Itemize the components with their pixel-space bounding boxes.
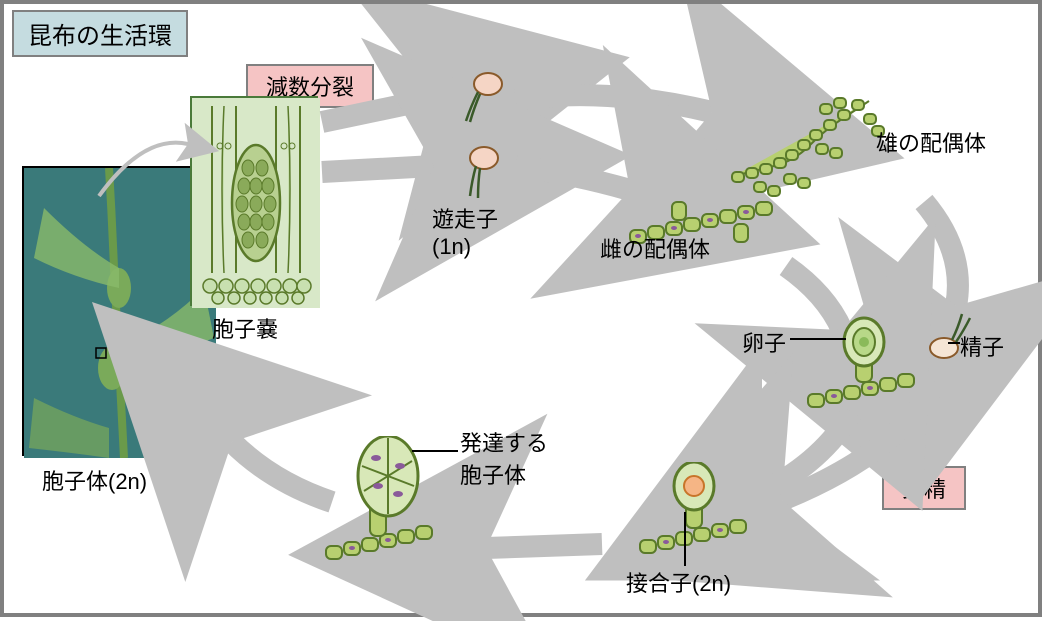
kelp-photo-svg	[24, 168, 216, 458]
sperm-line	[948, 342, 960, 344]
zygote-icon	[632, 462, 762, 572]
zygote-label: 接合子(2n)	[626, 566, 731, 598]
egg-gametophyte-icon	[800, 316, 930, 426]
male-gametophyte-label: 雄の配偶体	[876, 126, 986, 158]
zoospore-bottom-icon	[454, 142, 514, 202]
title-text: 昆布の生活環	[28, 23, 172, 50]
fertilization-box: 受精	[882, 466, 966, 510]
male-gametophyte-icon	[724, 86, 894, 206]
sperm-label: 精子	[960, 330, 1004, 362]
zoospore-label: 遊走子 (1n)	[432, 202, 498, 260]
egg-label: 卵子	[742, 326, 786, 358]
developing-label: 発達する 胞子体	[460, 426, 548, 490]
title-box: 昆布の生活環	[12, 10, 188, 57]
sporangium-svg	[192, 98, 320, 308]
developing-sporophyte-icon	[320, 436, 470, 576]
diagram-frame: 昆布の生活環 減数分裂 受精	[0, 0, 1042, 617]
sporophyte-photo	[22, 166, 214, 456]
sporangium-label: 胞子嚢	[212, 312, 278, 344]
sporophyte-label: 胞子体(2n)	[42, 464, 147, 496]
egg-line	[790, 338, 846, 340]
sporangium-diagram	[190, 96, 318, 306]
zygote-line	[684, 512, 686, 566]
developing-line	[412, 450, 458, 452]
fertilization-label: 受精	[902, 477, 946, 502]
zoospore-top-icon	[456, 66, 516, 126]
female-gametophyte-label: 雌の配偶体	[600, 232, 710, 264]
